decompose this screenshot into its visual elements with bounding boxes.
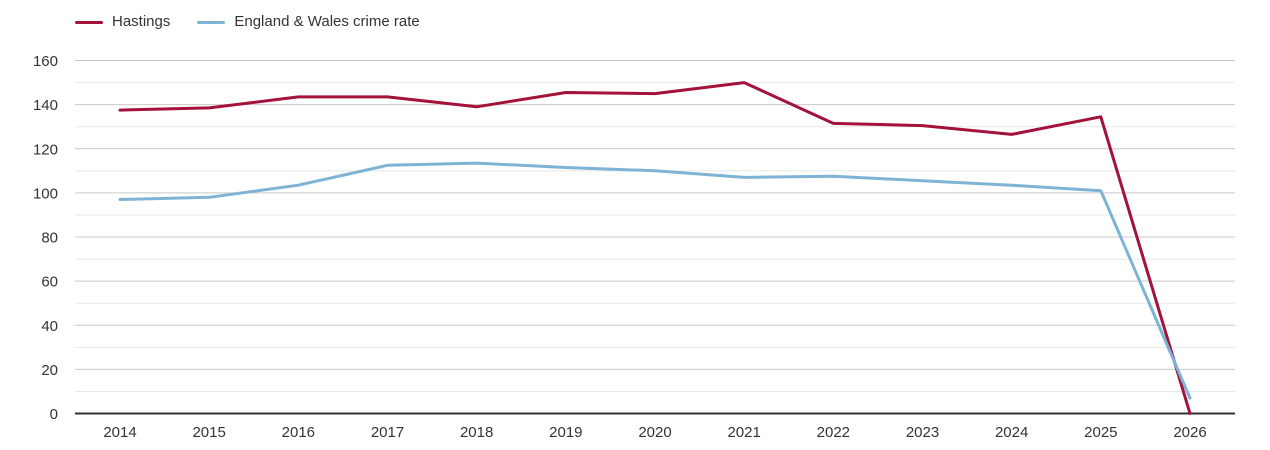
y-tick-label-40: 40 bbox=[41, 318, 58, 335]
y-tick-label-80: 80 bbox=[41, 230, 58, 247]
x-tick-label-2019: 2019 bbox=[549, 424, 582, 441]
x-tick-label-2024: 2024 bbox=[995, 424, 1028, 441]
x-tick-label-2021: 2021 bbox=[727, 424, 760, 441]
y-tick-label-160: 160 bbox=[33, 53, 58, 70]
y-tick-label-0: 0 bbox=[50, 406, 58, 423]
x-tick-label-2023: 2023 bbox=[906, 424, 939, 441]
legend-item-hastings[interactable]: Hastings bbox=[75, 13, 170, 31]
legend-line-swatch-hastings bbox=[75, 20, 103, 24]
series-line-england-wales-crime-rate bbox=[118, 161, 1192, 400]
legend-label-england-wales: England & Wales crime rate bbox=[234, 13, 420, 30]
legend-label-hastings: Hastings bbox=[112, 13, 171, 30]
x-tick-label-2025: 2025 bbox=[1084, 424, 1117, 441]
x-tick-label-2017: 2017 bbox=[371, 424, 404, 441]
x-tick-label-2022: 2022 bbox=[817, 424, 850, 441]
legend-line-swatch-england-wales bbox=[197, 20, 226, 24]
y-tick-label-120: 120 bbox=[33, 141, 58, 158]
x-tick-label-2015: 2015 bbox=[192, 424, 225, 441]
x-tick-label-2026: 2026 bbox=[1173, 424, 1206, 441]
y-tick-label-140: 140 bbox=[33, 97, 58, 114]
y-tick-label-60: 60 bbox=[41, 274, 58, 291]
legend-item-england-wales[interactable]: England & Wales crime rate bbox=[197, 13, 420, 31]
x-tick-label-2020: 2020 bbox=[638, 424, 671, 441]
x-tick-label-2018: 2018 bbox=[460, 424, 493, 441]
y-tick-label-100: 100 bbox=[33, 185, 58, 202]
x-tick-label-2016: 2016 bbox=[282, 424, 315, 441]
chart-legend: Hastings England & Wales crime rate bbox=[75, 13, 420, 31]
x-tick-label-2014: 2014 bbox=[103, 424, 136, 441]
y-tick-label-20: 20 bbox=[41, 362, 58, 379]
series-line-hastings bbox=[118, 81, 1192, 415]
